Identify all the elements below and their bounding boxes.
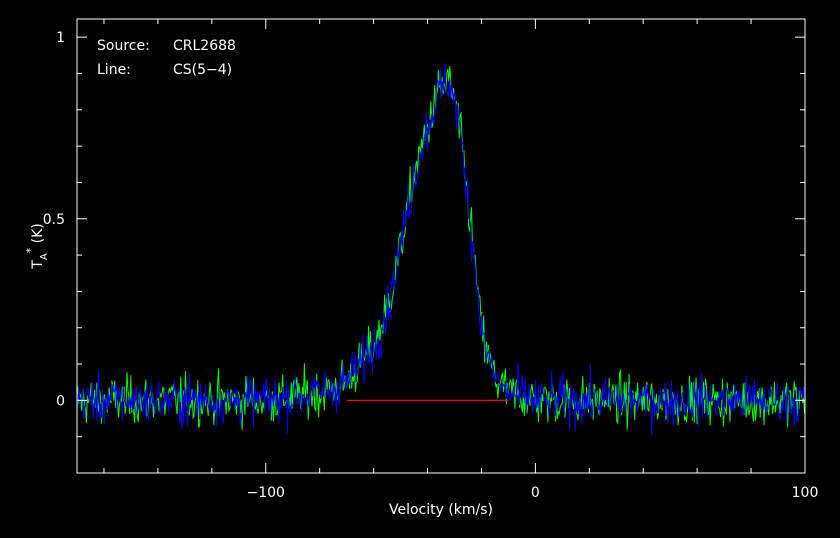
y-axis-label: TA* (K) [24,223,50,269]
x-tick-label: 0 [531,485,540,501]
y-axis-label-sup: * [24,247,37,253]
x-tick-label: −100 [247,485,285,501]
tick-layer: −100 0 100 0 0.5 1 [43,19,819,501]
y-tick-label: 0 [56,393,65,409]
annotation-source-value: CRL2688 [173,38,236,54]
annotation-line-label: Line: [97,62,131,78]
y-axis-label-rest: (K) [30,223,46,248]
y-axis-label-main: T [30,260,46,270]
plot-frame [76,18,806,474]
x-axis-label: Velocity (km/s) [389,502,493,518]
x-tick-label: 100 [792,485,819,501]
y-tick-label: 1 [56,30,65,46]
y-tick-label: 0.5 [43,212,65,228]
y-axis-label-sub: A [39,253,50,260]
annotation-source-label: Source: [97,38,150,54]
series-line-2 [76,63,806,436]
svg-text:TA* (K): TA* (K) [24,223,50,269]
series-layer [76,63,806,436]
annotation-line-value: CS(5−4) [173,62,232,78]
